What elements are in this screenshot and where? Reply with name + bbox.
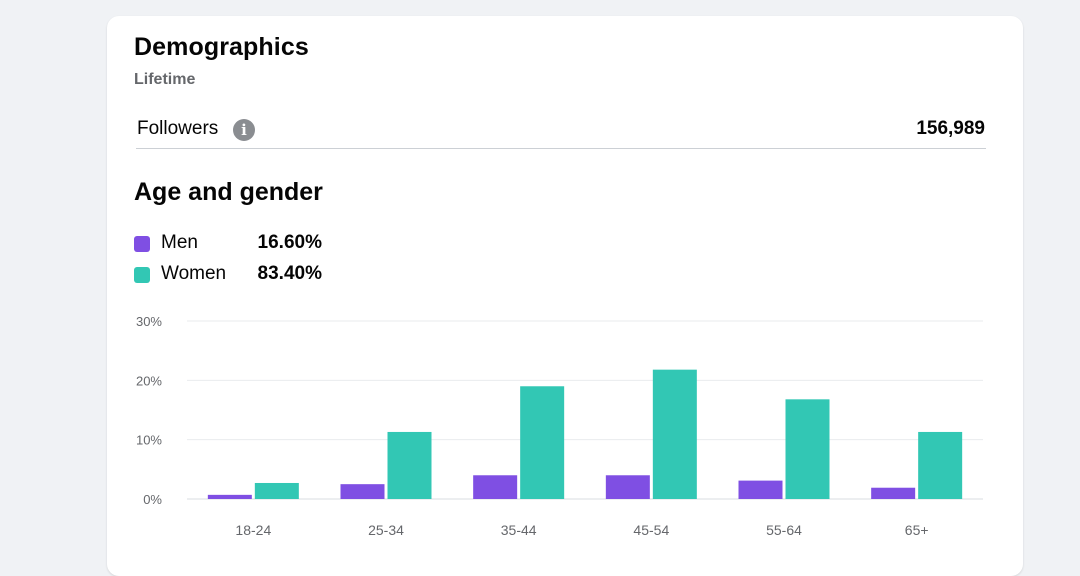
y-tick-label: 30%: [136, 314, 162, 329]
bar-women-18-24[interactable]: [254, 482, 299, 499]
bar-men-55-64[interactable]: [738, 480, 783, 499]
age-gender-title: Age and gender: [134, 178, 323, 206]
bar-men-45-54[interactable]: [605, 475, 650, 499]
bar-women-55-64[interactable]: [785, 399, 830, 499]
x-tick-label: 45-54: [633, 522, 669, 538]
legend-item-men: Men 16.60%: [134, 232, 354, 256]
bar-men-65+[interactable]: [871, 487, 916, 499]
y-tick-label: 10%: [136, 433, 162, 448]
bar-men-25-34[interactable]: [340, 484, 385, 499]
legend-swatch-men: [134, 236, 150, 252]
legend-percent-men: 16.60%: [257, 232, 322, 253]
info-icon[interactable]: i: [233, 119, 255, 141]
bar-men-18-24[interactable]: [207, 494, 252, 499]
age-gender-bar-chart: 0% 10% 20% 30% 18-24 25-34 35-44 45-54 55-64 65+: [136, 314, 983, 538]
bar-women-65+[interactable]: [918, 431, 963, 499]
bar-women-35-44[interactable]: [520, 386, 565, 499]
x-tick-label: 55-64: [766, 522, 802, 538]
y-tick-label: 0%: [143, 492, 162, 507]
x-tick-label: 25-34: [368, 522, 404, 538]
bar-women-25-34[interactable]: [387, 431, 432, 499]
card-title: Demographics: [134, 33, 309, 61]
card-subtitle: Lifetime: [134, 71, 196, 88]
x-tick-label: 35-44: [501, 522, 537, 538]
followers-label: Followers: [137, 118, 219, 139]
followers-value: 156,989: [916, 118, 985, 139]
followers-row: Followers i 156,989: [136, 115, 986, 149]
legend-percent-women: 83.40%: [257, 263, 322, 284]
x-tick-label: 65+: [905, 522, 929, 538]
legend-label-men: Men: [161, 232, 198, 253]
x-tick-label: 18-24: [235, 522, 271, 538]
bar-men-35-44[interactable]: [473, 475, 518, 499]
legend-label-women: Women: [161, 263, 227, 284]
y-tick-label: 20%: [136, 373, 162, 388]
bar-women-45-54[interactable]: [652, 369, 697, 499]
legend-swatch-women: [134, 267, 150, 283]
demographics-card: Demographics Lifetime Followers i 156,98…: [107, 16, 1023, 576]
legend-item-women: Women 83.40%: [134, 263, 354, 287]
